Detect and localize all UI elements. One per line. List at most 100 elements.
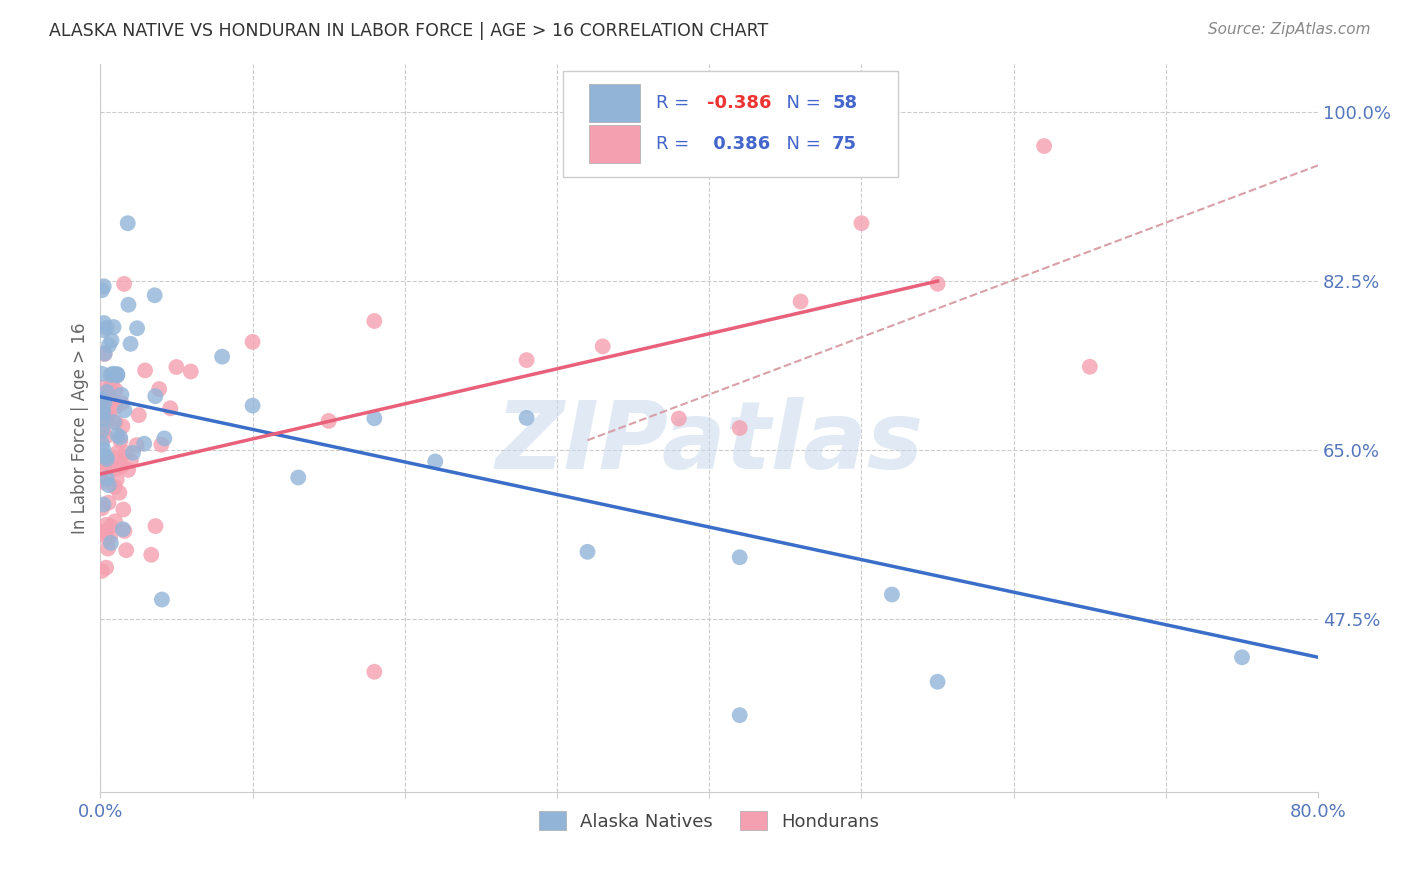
Point [93, 396, 115, 410]
Point [728, 708, 751, 723]
Point [96, 471, 118, 485]
Point [104, 383, 127, 397]
Text: R =: R = [655, 94, 695, 112]
Point [93, 347, 115, 361]
Text: R =: R = [655, 136, 695, 153]
Point [425, 454, 447, 468]
Point [100, 368, 122, 383]
Point [112, 277, 135, 291]
Point [120, 336, 142, 351]
Y-axis label: In Labor Force | Age > 16: In Labor Force | Age > 16 [72, 322, 89, 534]
Point [516, 353, 538, 368]
Point [91, 475, 114, 489]
Legend: Alaska Natives, Hondurans: Alaska Natives, Hondurans [538, 812, 880, 830]
Point [107, 428, 129, 442]
Point [90, 396, 112, 410]
Point [96, 456, 118, 470]
Point [1033, 139, 1056, 153]
Point [90, 381, 112, 395]
Text: 0.386: 0.386 [707, 136, 770, 153]
Point [318, 414, 340, 428]
Point [143, 389, 166, 403]
Point [94, 413, 117, 427]
Point [148, 382, 170, 396]
Point [668, 411, 690, 425]
Point [105, 461, 128, 475]
Point [97, 338, 120, 352]
Point [114, 524, 136, 538]
Point [145, 519, 167, 533]
Point [851, 216, 873, 230]
Point [211, 350, 233, 364]
Point [363, 314, 385, 328]
Point [165, 359, 187, 374]
Text: Source: ZipAtlas.com: Source: ZipAtlas.com [1208, 22, 1371, 37]
Point [103, 415, 125, 429]
Point [90, 283, 112, 297]
Point [98, 393, 121, 408]
Point [105, 367, 128, 381]
Point [242, 399, 264, 413]
Point [159, 401, 181, 416]
Point [90, 525, 112, 540]
Point [100, 536, 122, 550]
Point [93, 279, 115, 293]
Point [96, 429, 118, 443]
Point [728, 550, 751, 565]
Point [141, 548, 163, 562]
Point [97, 478, 120, 492]
Point [90, 424, 112, 438]
Point [107, 368, 129, 382]
Point [91, 412, 114, 426]
Point [98, 530, 121, 544]
Point [150, 438, 173, 452]
Point [112, 502, 135, 516]
Point [103, 320, 125, 334]
Point [91, 425, 114, 439]
Point [94, 459, 117, 474]
Point [90, 437, 112, 451]
Point [90, 564, 112, 578]
Point [242, 334, 264, 349]
Point [93, 316, 115, 330]
Point [97, 541, 120, 556]
Point [115, 543, 138, 558]
Text: N =: N = [775, 94, 827, 112]
Text: ALASKA NATIVE VS HONDURAN IN LABOR FORCE | AGE > 16 CORRELATION CHART: ALASKA NATIVE VS HONDURAN IN LABOR FORCE… [49, 22, 769, 40]
Point [108, 485, 131, 500]
Point [94, 560, 117, 574]
Point [96, 530, 118, 544]
Point [93, 463, 115, 477]
Point [96, 404, 118, 418]
Point [134, 363, 156, 377]
Point [93, 442, 115, 457]
Point [96, 413, 118, 427]
Point [117, 298, 139, 312]
Point [927, 277, 949, 291]
Point [107, 445, 129, 459]
Point [98, 383, 121, 397]
Point [111, 522, 134, 536]
Point [153, 431, 176, 445]
Point [104, 480, 127, 494]
Point [96, 517, 118, 532]
Point [112, 403, 135, 417]
Text: ZIPatlas: ZIPatlas [495, 397, 924, 489]
Point [91, 404, 114, 418]
Point [516, 411, 538, 425]
Point [117, 463, 139, 477]
Point [128, 408, 150, 422]
Point [94, 524, 117, 539]
Point [180, 364, 202, 378]
Point [90, 501, 112, 516]
Point [93, 346, 115, 360]
Point [363, 411, 385, 425]
Point [100, 334, 122, 348]
Point [111, 459, 134, 474]
Point [789, 294, 811, 309]
Point [927, 674, 949, 689]
Point [363, 665, 385, 679]
Point [728, 421, 751, 435]
Point [111, 396, 134, 410]
Point [127, 321, 149, 335]
